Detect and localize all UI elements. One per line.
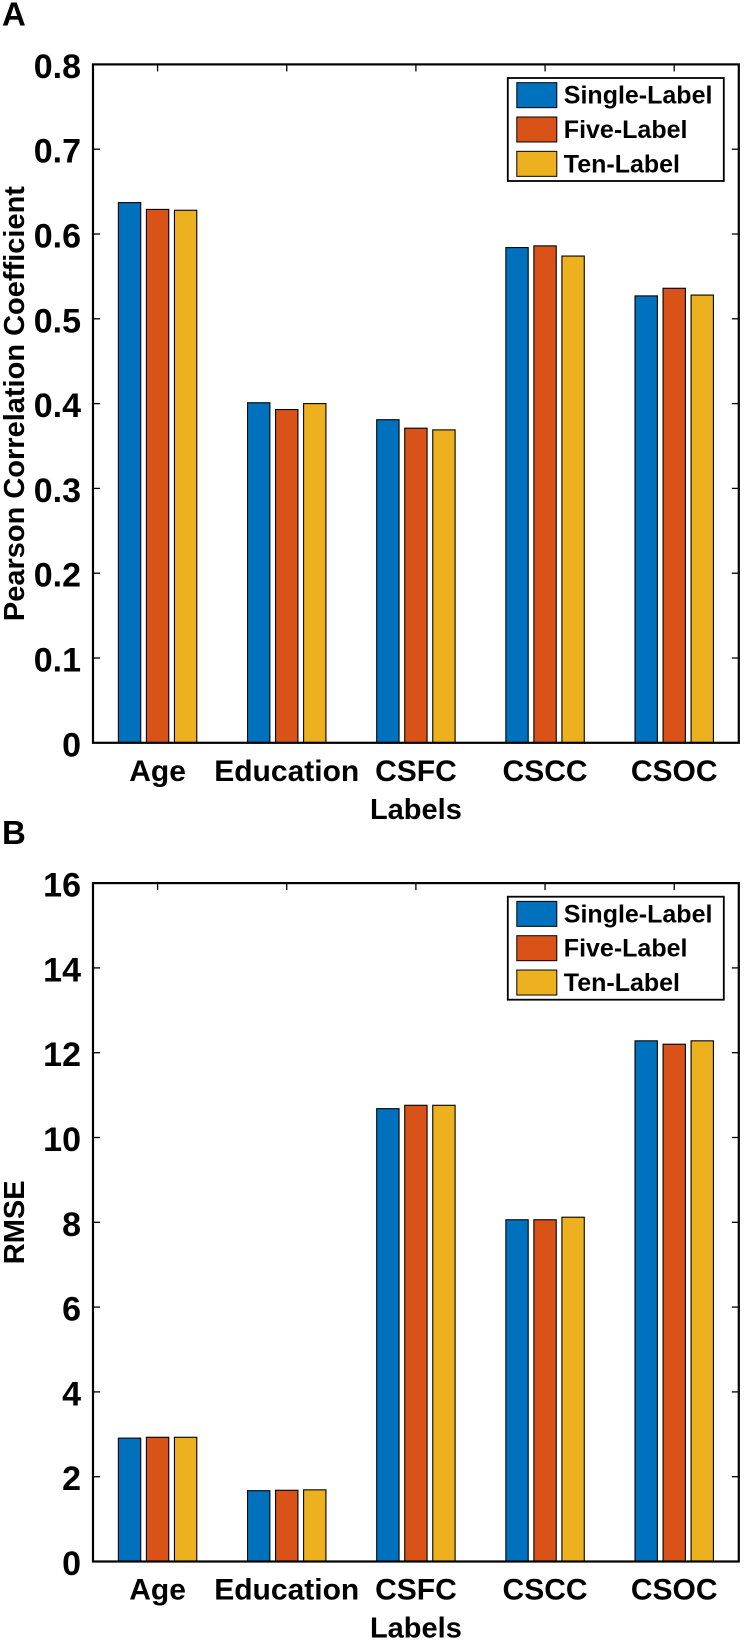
svg-text:4: 4 bbox=[62, 1375, 81, 1413]
svg-text:2: 2 bbox=[62, 1460, 81, 1498]
svg-text:B: B bbox=[2, 814, 26, 851]
svg-text:CSFC: CSFC bbox=[375, 755, 457, 788]
svg-text:CSOC: CSOC bbox=[631, 755, 718, 788]
svg-text:8: 8 bbox=[62, 1206, 81, 1244]
svg-text:CSOC: CSOC bbox=[631, 1574, 718, 1607]
svg-text:RMSE: RMSE bbox=[0, 1180, 31, 1264]
svg-text:Five-Label: Five-Label bbox=[564, 935, 688, 963]
svg-text:Labels: Labels bbox=[370, 1613, 462, 1645]
svg-text:Single-Label: Single-Label bbox=[564, 82, 713, 110]
svg-text:A: A bbox=[2, 0, 26, 32]
svg-text:6: 6 bbox=[62, 1291, 81, 1329]
svg-text:Ten-Label: Ten-Label bbox=[564, 150, 680, 178]
svg-text:Age: Age bbox=[129, 755, 186, 788]
svg-text:0.7: 0.7 bbox=[34, 133, 81, 171]
svg-text:Ten-Label: Ten-Label bbox=[564, 969, 680, 997]
svg-text:0.6: 0.6 bbox=[34, 218, 81, 256]
svg-text:0: 0 bbox=[62, 726, 81, 764]
svg-text:Labels: Labels bbox=[370, 794, 462, 826]
svg-text:0.2: 0.2 bbox=[34, 557, 81, 595]
svg-text:Education: Education bbox=[214, 1574, 359, 1607]
svg-text:0.5: 0.5 bbox=[34, 302, 81, 340]
svg-text:12: 12 bbox=[43, 1036, 81, 1074]
svg-text:16: 16 bbox=[43, 867, 81, 905]
svg-text:CSFC: CSFC bbox=[375, 1574, 457, 1607]
svg-text:0.1: 0.1 bbox=[34, 642, 81, 680]
svg-text:14: 14 bbox=[43, 951, 81, 989]
svg-text:Single-Label: Single-Label bbox=[564, 900, 713, 928]
svg-text:0.4: 0.4 bbox=[34, 387, 81, 425]
svg-text:Education: Education bbox=[214, 755, 359, 788]
svg-text:CSCC: CSCC bbox=[503, 1574, 588, 1607]
svg-text:CSCC: CSCC bbox=[503, 755, 588, 788]
svg-text:0: 0 bbox=[62, 1545, 81, 1583]
svg-text:0.3: 0.3 bbox=[34, 472, 81, 510]
svg-text:10: 10 bbox=[43, 1121, 81, 1159]
svg-text:Pearson Correlation Coefficien: Pearson Correlation Coefficient bbox=[0, 186, 31, 621]
svg-text:Age: Age bbox=[129, 1574, 186, 1607]
svg-text:Five-Label: Five-Label bbox=[564, 116, 688, 144]
svg-text:0.8: 0.8 bbox=[34, 48, 81, 86]
